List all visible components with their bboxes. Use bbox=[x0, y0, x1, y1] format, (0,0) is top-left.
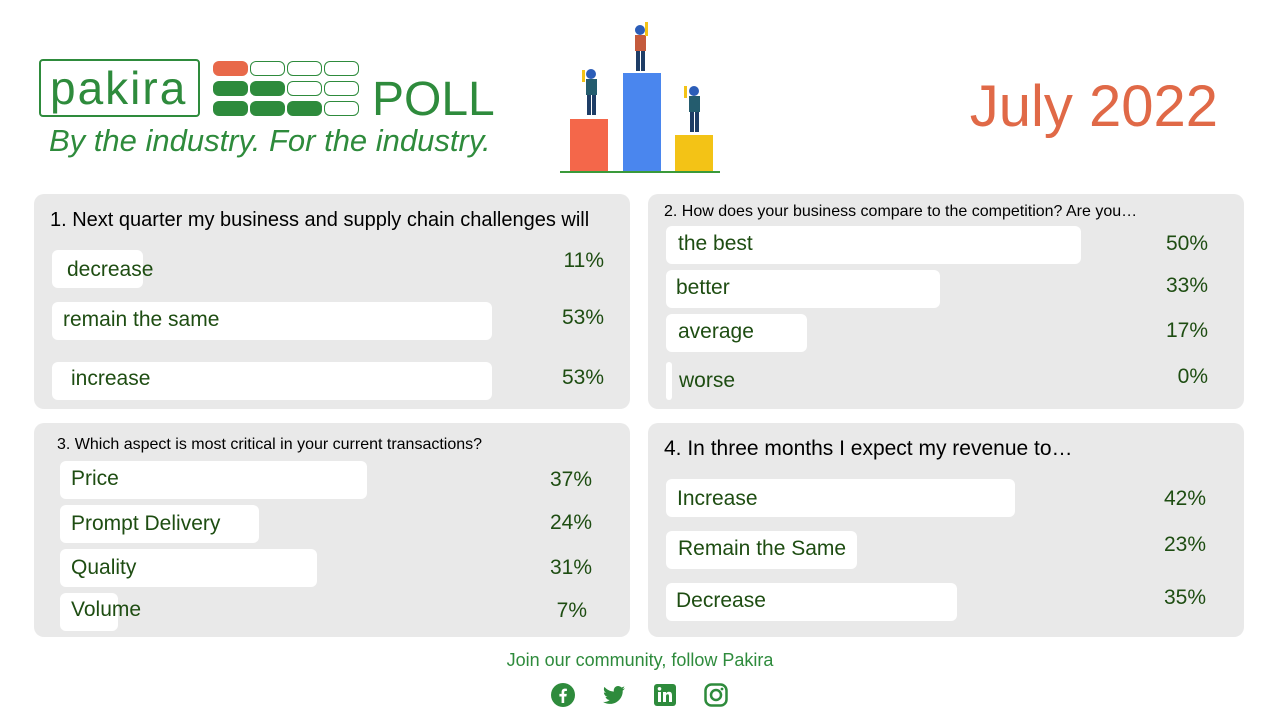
answer-bar bbox=[60, 461, 368, 499]
linkedin-icon[interactable] bbox=[652, 682, 678, 708]
answer-percent: 50% bbox=[1165, 232, 1208, 255]
logo-pill-grid bbox=[213, 61, 359, 119]
twitter-icon[interactable] bbox=[601, 682, 627, 708]
answer-bar bbox=[52, 302, 492, 340]
tagline: By the industry. For the industry. bbox=[49, 123, 491, 158]
podium-block-left bbox=[570, 119, 608, 171]
answer-percent: 37% bbox=[549, 468, 592, 491]
podium-illustration bbox=[560, 22, 720, 173]
answer-label: Prompt Delivery bbox=[71, 512, 221, 535]
answer-bar bbox=[60, 593, 119, 631]
poll-title: POLL bbox=[372, 73, 495, 126]
answer-label: worse bbox=[679, 369, 736, 392]
answer-percent: 53% bbox=[561, 366, 604, 389]
poll-card-3: 3. Which aspect is most critical in your… bbox=[34, 423, 630, 637]
poll-card-2: 2. How does your business compare to the… bbox=[648, 194, 1244, 409]
answer-label: Increase bbox=[677, 487, 758, 510]
logo-pill bbox=[324, 101, 359, 116]
answer-bar bbox=[52, 250, 144, 288]
answer-percent: 23% bbox=[1163, 533, 1206, 556]
logo-pill bbox=[213, 101, 248, 116]
answer-bar bbox=[666, 479, 1015, 517]
answer-label: better bbox=[676, 276, 730, 299]
logo-pill bbox=[287, 61, 322, 76]
answer-bar bbox=[666, 362, 672, 400]
worker-figure-left bbox=[582, 69, 597, 115]
poll-card-1: 1. Next quarter my business and supply c… bbox=[34, 194, 630, 409]
answer-bar bbox=[52, 362, 492, 400]
poll-date: July 2022 bbox=[969, 74, 1218, 139]
worker-figure-right bbox=[684, 86, 700, 132]
answer-percent: 31% bbox=[549, 556, 592, 579]
logo-pill bbox=[250, 81, 285, 96]
logo-pill bbox=[324, 61, 359, 76]
answer-label: decrease bbox=[67, 258, 154, 281]
answer-bar bbox=[666, 531, 857, 569]
answer-label: Quality bbox=[71, 556, 137, 579]
logo-pill bbox=[287, 81, 322, 96]
logo-pill bbox=[287, 101, 322, 116]
logo-text: pakira bbox=[50, 62, 188, 114]
question-title: 1. Next quarter my business and supply c… bbox=[50, 209, 590, 231]
answer-label: the best bbox=[678, 232, 753, 255]
answer-percent: 24% bbox=[549, 511, 592, 534]
answer-bar bbox=[666, 583, 957, 621]
worker-figure-center bbox=[635, 22, 648, 71]
answer-percent: 35% bbox=[1163, 586, 1206, 609]
answer-percent: 17% bbox=[1165, 319, 1208, 342]
answer-percent: 33% bbox=[1165, 274, 1208, 297]
answer-percent: 7% bbox=[556, 599, 587, 622]
logo-pill bbox=[213, 61, 248, 76]
answer-label: increase bbox=[71, 367, 151, 390]
answer-percent: 0% bbox=[1177, 365, 1208, 388]
logo-pill bbox=[213, 81, 248, 96]
answer-bar bbox=[666, 226, 1081, 264]
logo-pill bbox=[324, 81, 359, 96]
podium-block-right bbox=[675, 135, 713, 171]
podium-block-center bbox=[623, 73, 661, 171]
logo-pill bbox=[250, 61, 285, 76]
answer-bar bbox=[60, 549, 318, 587]
answer-label: Remain the Same bbox=[678, 537, 847, 560]
answer-label: Volume bbox=[71, 598, 142, 621]
question-title: 3. Which aspect is most critical in your… bbox=[57, 436, 483, 453]
follow-text: Join our community, follow Pakira bbox=[506, 650, 774, 670]
answer-bar bbox=[60, 505, 260, 543]
facebook-icon[interactable] bbox=[550, 682, 576, 708]
logo-pill bbox=[250, 101, 285, 116]
answer-label: Decrease bbox=[676, 589, 766, 612]
answer-bar bbox=[666, 314, 808, 352]
poll-card-4: 4. In three months I expect my revenue t… bbox=[648, 423, 1244, 637]
answer-label: remain the same bbox=[63, 308, 220, 331]
answer-label: Price bbox=[71, 467, 119, 490]
instagram-icon[interactable] bbox=[703, 682, 729, 708]
answer-percent: 11% bbox=[563, 249, 604, 272]
logo-box bbox=[39, 59, 200, 117]
answer-label: average bbox=[678, 320, 754, 343]
answer-bar bbox=[666, 270, 940, 308]
answer-percent: 42% bbox=[1163, 487, 1206, 510]
question-title: 4. In three months I expect my revenue t… bbox=[664, 437, 1073, 460]
question-title: 2. How does your business compare to the… bbox=[664, 203, 1138, 220]
answer-percent: 53% bbox=[561, 306, 604, 329]
